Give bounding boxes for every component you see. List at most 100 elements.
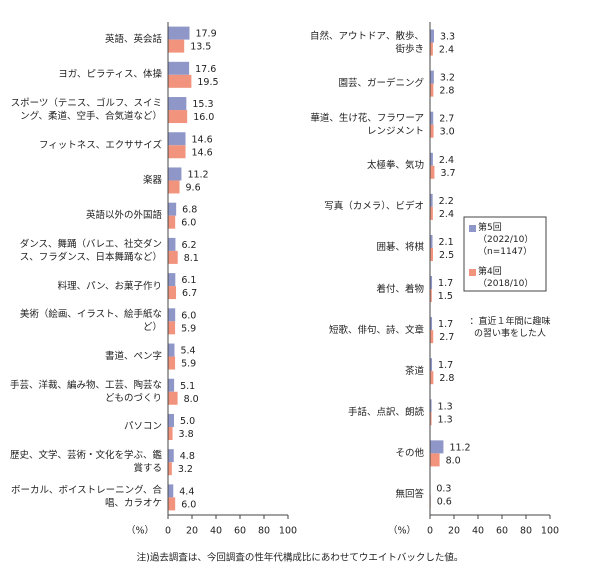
- value-label: 1.3: [438, 414, 453, 425]
- category-label-box: 園芸、ガーデニング: [338, 78, 424, 90]
- category-label: その他: [395, 447, 424, 459]
- bar: [430, 206, 433, 220]
- category-label-box: 茶道: [404, 365, 424, 377]
- bar: [430, 111, 434, 125]
- bar: [168, 97, 187, 111]
- category-label: ダンス、舞踊（バレエ、社交ダンス、フラダンス、日本舞踊など）: [19, 238, 162, 263]
- value-label: 8.0: [184, 394, 199, 405]
- value-label: 5.4: [180, 346, 195, 357]
- x-tick-label: 0: [427, 526, 433, 537]
- legend-box: [463, 216, 547, 292]
- value-label: 1.5: [438, 291, 453, 302]
- bar: [168, 356, 176, 370]
- category-label: 歴史、文学、芸術・文化を学ぶ、鑑賞する: [10, 450, 162, 475]
- x-tick-label: 100: [279, 526, 297, 537]
- value-label: 16.0: [193, 112, 214, 123]
- value-label: 8.0: [446, 455, 461, 466]
- value-label: 11.2: [449, 442, 470, 453]
- value-label: 9.6: [186, 182, 201, 193]
- category-label: パソコン: [123, 421, 162, 433]
- bar: [430, 399, 432, 413]
- bar: [168, 343, 175, 357]
- value-label: 14.6: [192, 147, 213, 158]
- bar: [430, 152, 433, 166]
- category-label: ヨガ、ピラティス、体操: [58, 69, 162, 81]
- bar: [168, 413, 174, 427]
- value-label: 1.7: [438, 360, 453, 371]
- category-label-box: ヨガ、ピラティス、体操: [58, 69, 162, 81]
- value-label: 3.2: [440, 73, 455, 84]
- category-label-box: 英語、英会話: [104, 34, 162, 46]
- bar: [430, 330, 434, 344]
- bar: [430, 247, 433, 261]
- x-tick-label: 100: [541, 526, 559, 537]
- bar: [168, 167, 182, 181]
- bar: [168, 484, 174, 498]
- legend-swatch: [469, 269, 476, 276]
- bar: [430, 234, 433, 248]
- value-label: 5.9: [181, 359, 196, 370]
- x-tick-label: 40: [210, 526, 222, 537]
- bar: [168, 39, 185, 53]
- value-label: 6.2: [181, 240, 196, 251]
- value-label: 1.7: [438, 278, 453, 289]
- category-label-box: 美術（絵画、イラスト、絵手紙など）: [20, 309, 162, 333]
- bar: [168, 61, 190, 75]
- value-label: 3.7: [440, 168, 455, 179]
- category-label: 自然、アウトドア、散歩、街歩き: [309, 30, 424, 55]
- value-label: 2.2: [439, 196, 454, 207]
- category-label: ボーカル、ボイストレーニング、合唱、カラオケ: [10, 485, 162, 510]
- bar: [168, 74, 192, 88]
- legend-label-box: 第4回（2018/10）: [478, 267, 534, 289]
- category-label: 楽器: [142, 174, 162, 186]
- bar: [168, 180, 180, 194]
- category-label-box: 手芸、洋裁、編み物、工芸、陶芸などものづくり: [10, 380, 162, 404]
- bar: [168, 237, 176, 251]
- value-label: 6.0: [181, 218, 196, 229]
- category-label-box: 写真（カメラ）、ビデオ: [324, 201, 424, 212]
- category-label-box: フィットネス、エクササイズ: [39, 140, 162, 151]
- value-label: 2.5: [439, 250, 454, 261]
- value-label: 2.4: [439, 155, 454, 166]
- value-label: 6.0: [181, 310, 196, 321]
- value-label: 5.9: [181, 323, 196, 334]
- legend-label-box: 第5回（2022/10）（n=1147）: [478, 223, 533, 257]
- category-label: 着付、着物: [376, 283, 424, 295]
- value-label: 8.1: [184, 253, 199, 264]
- category-label: 茶道: [404, 365, 424, 377]
- category-label: 書道、ペン字: [104, 351, 162, 363]
- category-label-box: 短歌、俳句、詩、文章: [329, 325, 424, 336]
- bar: [168, 110, 188, 124]
- bar: [430, 317, 433, 331]
- bar: [168, 308, 176, 322]
- legend-label: 第4回（2018/10）: [478, 267, 534, 289]
- value-label: 2.4: [439, 209, 454, 220]
- category-label: 料理、パン、お菓子作り: [57, 280, 162, 292]
- category-label: 園芸、ガーデニング: [338, 78, 424, 90]
- bar: [430, 453, 440, 467]
- category-label-box: 書道、ペン字: [104, 351, 162, 363]
- bar: [430, 70, 434, 84]
- value-label: 3.3: [440, 32, 455, 43]
- category-label-box: 囲碁、将棋: [376, 242, 424, 253]
- bar: [168, 215, 176, 229]
- value-label: 5.0: [180, 416, 195, 427]
- category-label-box: 英語以外の外国語: [86, 210, 162, 221]
- value-label: 4.8: [180, 451, 195, 462]
- value-label: 2.1: [439, 237, 454, 248]
- x-tick-label: 80: [520, 526, 532, 537]
- bar: [430, 165, 435, 179]
- value-label: 17.6: [195, 64, 216, 75]
- category-label: 無回答: [395, 488, 424, 500]
- value-label: 19.5: [197, 77, 218, 88]
- bar: [168, 286, 177, 300]
- category-label-box: ダンス、舞踊（バレエ、社交ダンス、フラダンス、日本舞踊など）: [19, 238, 162, 263]
- category-label: 英語、英会話: [104, 34, 162, 46]
- category-label: 手話、点訳、朗読: [347, 406, 424, 418]
- value-label: 3.0: [440, 127, 455, 138]
- value-label: 6.8: [182, 205, 197, 216]
- value-label: 1.3: [438, 401, 453, 412]
- category-label-box: 自然、アウトドア、散歩、街歩き: [309, 30, 424, 55]
- value-label: 4.4: [179, 486, 194, 497]
